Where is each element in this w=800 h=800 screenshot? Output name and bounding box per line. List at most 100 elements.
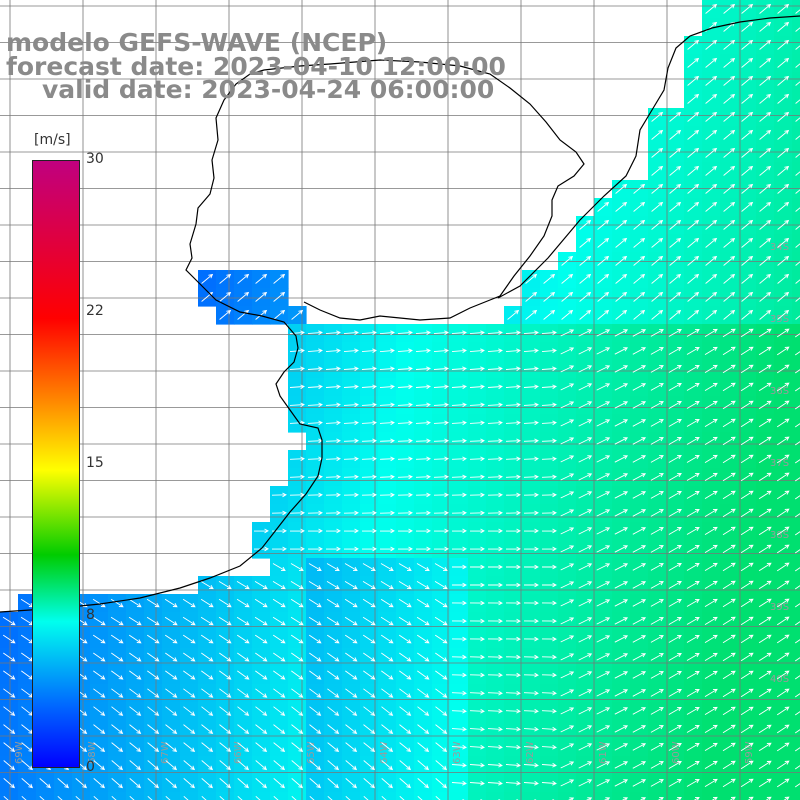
wind-arrow [776,526,790,536]
wind-cell [180,792,199,800]
wind-arrow [110,616,124,626]
wind-arrow [290,563,304,571]
wind-arrow [271,528,287,534]
colorbar-tick-0: 0 [86,759,95,775]
wind-arrow [271,492,287,498]
wind-arrow [561,255,574,266]
wind-arrow [219,760,232,771]
wind-arrow [795,153,800,158]
wind-arrow [723,237,736,248]
wind-arrow [201,778,214,789]
wind-arrow [273,760,286,771]
wind-arrow [128,616,142,626]
latitude-label: 37S [770,458,789,469]
wind-arrow [705,237,718,248]
wind-arrow [668,707,682,715]
wind-cell [612,792,631,800]
wind-arrow [705,75,718,86]
wind-arrow [344,634,358,644]
wind-arrow [651,147,664,158]
wind-arrow [487,726,503,732]
wind-arrow [687,219,700,230]
wind-arrow [361,366,377,372]
wind-arrow [704,742,718,751]
wind-arrow [614,473,629,481]
wind-arrow [578,473,593,481]
wind-arrow [219,778,232,789]
wind-arrow [759,111,772,122]
wind-cell [792,108,800,127]
wind-arrow [668,437,682,445]
wind-cell [792,144,800,163]
wind-arrow [399,724,412,734]
wind-arrow [325,366,341,372]
wind-arrow [795,243,800,248]
wind-arrow [469,708,485,714]
wind-arrow [361,528,377,534]
wind-arrow [632,563,647,571]
wind-arrow [469,780,485,786]
wind-arrow [415,348,431,353]
wind-arrow [596,365,611,373]
wind-arrow [541,492,557,498]
wind-arrow [686,743,700,751]
wind-arrow [560,653,575,661]
wind-arrow [597,237,610,248]
wind-arrow [147,778,160,789]
wind-arrow [434,616,448,626]
wind-arrow [361,510,377,516]
wind-arrow [327,670,340,680]
wind-arrow [469,402,485,408]
wind-arrow [596,653,611,661]
wind-arrow [650,383,664,391]
wind-arrow [741,39,754,50]
colorbar-tick-30: 30 [86,151,104,167]
wind-arrow [128,598,142,608]
wind-arrow [273,291,286,302]
wind-arrow [379,402,395,408]
wind-arrow [507,309,520,320]
wind-arrow [361,420,377,426]
wind-cell [108,792,127,800]
wind-arrow [523,348,539,353]
wind-arrow [397,348,413,353]
wind-arrow [596,779,611,787]
wind-arrow [560,473,575,481]
wind-arrow [201,724,214,734]
wind-arrow [686,761,700,769]
wind-arrow [451,474,467,480]
wind-arrow [759,147,772,158]
wind-arrow [434,563,448,571]
wind-arrow [687,111,700,122]
wind-arrow [740,562,754,572]
wind-arrow [705,255,718,266]
wind-arrow [451,420,467,426]
wind-arrow [57,778,70,789]
wind-arrow [505,672,521,678]
wind-arrow [451,492,467,498]
wind-arrow [435,670,448,680]
wind-arrow [290,616,304,626]
wind-arrow [417,688,430,698]
wind-cell [792,360,800,379]
wind-arrow [523,672,539,678]
wind-arrow [543,309,556,320]
wind-arrow [201,742,214,752]
wind-arrow [343,330,359,335]
wind-arrow [435,760,448,771]
wind-arrow [435,778,448,789]
wind-arrow [704,454,718,463]
wind-arrow [271,510,287,516]
wind-arrow [669,111,682,122]
wind-arrow [632,779,647,787]
wind-arrow [578,545,593,553]
wind-arrow [687,309,700,320]
wind-arrow [723,75,736,86]
wind-cell [648,792,667,800]
wind-arrow [614,635,629,643]
wind-arrow [363,706,376,716]
wind-arrow [451,348,467,353]
wind-arrow [182,598,196,608]
wind-arrow [722,598,736,608]
wind-cell [792,756,800,775]
